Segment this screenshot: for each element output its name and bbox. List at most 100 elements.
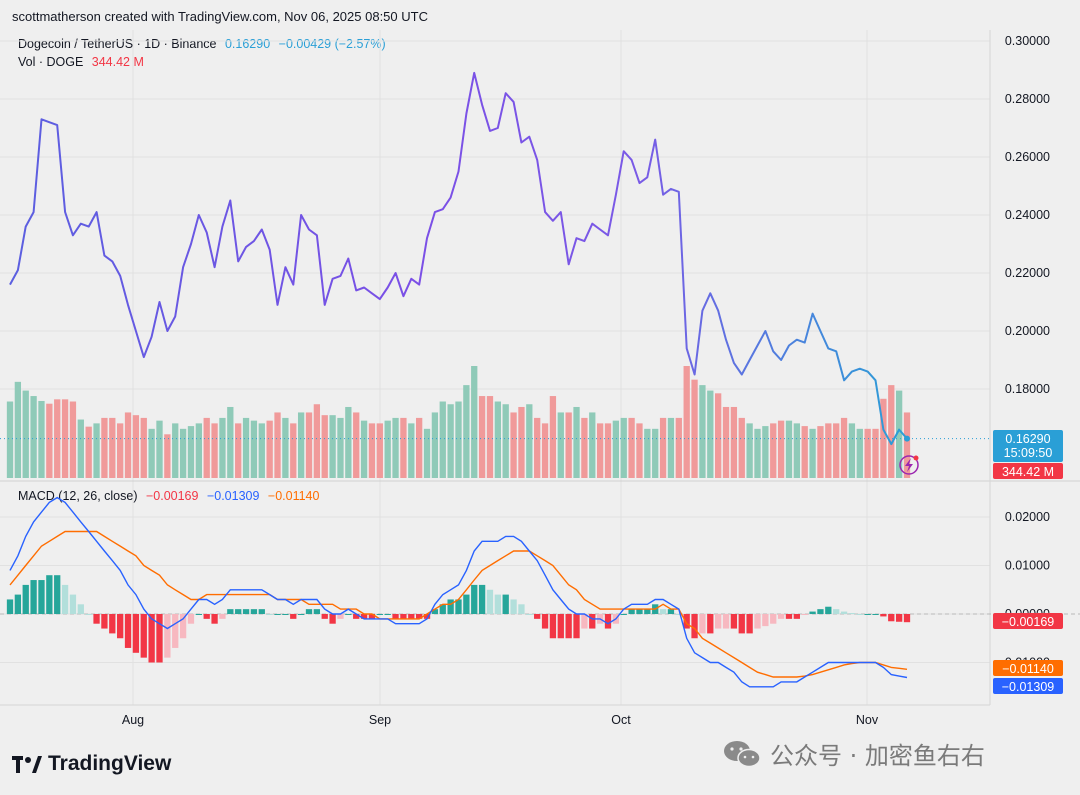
volume-bar: [793, 423, 800, 478]
macd-histogram-bar: [93, 614, 100, 624]
macd-histogram-bar: [290, 614, 297, 619]
macd-histogram-value: −0.00169: [145, 489, 199, 503]
macd-signal-value: −0.01140: [267, 489, 320, 503]
macd-line-badge-bg: [993, 678, 1063, 694]
volume-bar: [463, 385, 470, 478]
volume-bar: [179, 428, 187, 478]
volume-bar: [573, 406, 580, 478]
macd-histogram-bar: [770, 614, 777, 624]
macd-histogram-bar: [77, 604, 84, 614]
macd-histogram-bar: [219, 614, 226, 619]
macd-histogram-bar: [667, 609, 675, 614]
volume-bar: [156, 420, 163, 478]
time-axis-tick: Sep: [369, 713, 391, 727]
price-axis-tick: 0.28000: [1005, 92, 1050, 106]
price-axis-tick: 0.18000: [1005, 382, 1050, 396]
volume-bar: [313, 404, 321, 478]
volume-bar: [290, 423, 297, 478]
macd-histogram-bar: [707, 614, 714, 634]
macd-label[interactable]: MACD (12, 26, close): [18, 489, 138, 503]
macd-histogram-bar: [22, 584, 29, 614]
volume-bar: [652, 428, 659, 478]
macd-histogram-bar: [211, 614, 218, 624]
macd-histogram-bar: [235, 609, 242, 614]
volume-bar: [392, 417, 399, 478]
chart-canvas[interactable]: 0.30000 0.28000 0.26000 0.24000 0.22000 0.200…: [0, 0, 1080, 740]
macd-line-badge-text: −0.01309: [1002, 680, 1055, 694]
volume-bar: [416, 417, 423, 478]
volume-bars: [6, 366, 911, 478]
volume-badge-bg: [993, 463, 1063, 479]
tradingview-brand[interactable]: TradingView: [12, 752, 171, 776]
macd-histogram-bar: [54, 575, 61, 614]
volume-bar: [848, 423, 856, 478]
volume-bar: [612, 420, 620, 478]
macd-lines: [9, 496, 908, 688]
volume-bar: [809, 428, 816, 478]
macd-histogram-bar: [140, 614, 147, 658]
macd-histogram-bar: [132, 614, 140, 653]
macd-line: [9, 496, 908, 688]
macd-histogram-bar: [526, 614, 533, 615]
volume-bar: [423, 428, 431, 478]
volume-bar: [211, 423, 218, 478]
macd-histogram-bar: [675, 614, 682, 615]
macd-histogram-bar: [518, 604, 525, 614]
volume-bar: [565, 412, 572, 478]
volume-bar: [408, 423, 415, 478]
macd-histogram-bar: [903, 614, 911, 623]
macd-histogram-bar: [69, 594, 77, 614]
macd-histogram-bar: [400, 614, 407, 619]
macd-histogram-bar: [864, 614, 871, 615]
macd-histogram-bar: [164, 614, 171, 658]
volume-bar: [195, 423, 202, 478]
volume-bar: [880, 398, 887, 478]
macd-histogram-bar: [833, 609, 840, 614]
volume-bar: [667, 417, 675, 478]
macd-axis-tick: 0.02000: [1005, 510, 1050, 524]
macd-histogram-bar: [817, 609, 824, 614]
macd-histogram-bar: [541, 614, 549, 629]
volume-bar: [557, 412, 564, 478]
macd-axis-tick: 0.01000: [1005, 559, 1050, 573]
volume-bar: [353, 412, 360, 478]
macd-histogram-bar: [258, 609, 265, 614]
macd-histogram-bar: [156, 614, 163, 663]
macd-histogram-bar: [360, 614, 368, 619]
macd-histogram-bar: [85, 614, 92, 615]
price-badge-bg: [993, 430, 1063, 462]
macd-histogram-bar: [117, 614, 124, 639]
volume-bar: [636, 423, 643, 478]
macd-histogram-bar: [353, 614, 360, 619]
replay-icon: [899, 455, 919, 475]
macd-histogram-bar: [549, 614, 557, 639]
macd-histogram-bar: [227, 609, 234, 614]
volume-bar: [321, 415, 328, 478]
volume-bar: [400, 417, 407, 478]
volume-bar: [38, 400, 45, 478]
volume-bar: [148, 428, 155, 478]
wechat-icon: [724, 740, 761, 767]
macd-histogram-bar: [754, 614, 761, 629]
macd-histogram-bar: [471, 584, 478, 614]
volume-bar: [203, 417, 210, 478]
price-axis-tick: 0.22000: [1005, 266, 1050, 280]
macd-histogram-bar: [888, 614, 895, 622]
volume-bar: [384, 420, 391, 478]
macd-histogram-bar: [416, 614, 423, 619]
volume-bar: [675, 417, 682, 478]
price-axis-tick: 0.24000: [1005, 208, 1050, 222]
watermark-text: 公众号 · 加密鱼右右: [770, 742, 985, 770]
volume-bar: [518, 406, 525, 478]
volume-label[interactable]: Vol · DOGE: [18, 55, 84, 69]
macd-histogram-bar: [266, 614, 273, 615]
macd-signal-badge-bg: [993, 660, 1063, 676]
macd-histogram-bar: [392, 614, 399, 619]
volume-value: 344.42 M: [91, 55, 144, 69]
macd-histogram-bar: [581, 614, 588, 629]
macd-histogram-bar: [179, 614, 187, 639]
macd-histogram-bar: [172, 614, 179, 648]
macd-histogram-bar: [691, 614, 698, 639]
macd-histogram-bar: [644, 609, 651, 614]
volume-bar: [235, 423, 242, 478]
